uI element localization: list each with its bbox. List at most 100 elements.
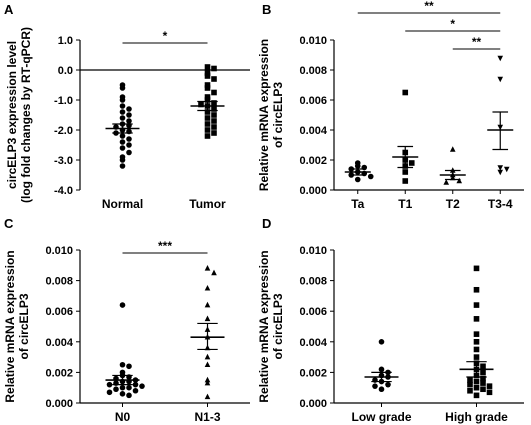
y-axis-title: of circELP3 bbox=[271, 82, 285, 148]
data-point bbox=[449, 146, 456, 152]
data-point bbox=[106, 381, 113, 388]
y-axis-title: of circELP3 bbox=[271, 293, 285, 359]
y-tick-label: -1.0 bbox=[54, 95, 73, 107]
category-label: N1-3 bbox=[194, 410, 220, 424]
y-tick-label: 0.010 bbox=[299, 245, 327, 257]
data-point bbox=[139, 383, 145, 389]
data-point bbox=[204, 376, 211, 383]
panel-d: 0.000 0.002 0.004 0.006 0.008 0.010 Relative m… bbox=[257, 245, 524, 424]
y-tick-label: 0.008 bbox=[299, 276, 327, 288]
data-point bbox=[198, 101, 204, 108]
data-point bbox=[473, 392, 480, 399]
category-label: Low grade bbox=[351, 410, 411, 424]
data-point bbox=[119, 103, 126, 109]
panel-label-c: C bbox=[4, 216, 14, 231]
y-tick-label: 0.002 bbox=[45, 367, 73, 379]
data-point bbox=[132, 387, 139, 394]
data-point bbox=[497, 165, 504, 171]
data-point bbox=[480, 363, 486, 370]
significance-label: ** bbox=[424, 0, 434, 13]
category-label: T3-4 bbox=[488, 197, 513, 211]
data-point bbox=[119, 109, 126, 115]
category-label: Tumor bbox=[189, 197, 226, 211]
data-point bbox=[204, 265, 211, 271]
data-point bbox=[473, 302, 480, 308]
data-point bbox=[204, 121, 211, 127]
data-point bbox=[211, 100, 217, 106]
data-point bbox=[126, 112, 132, 118]
data-point bbox=[497, 76, 504, 83]
y-tick-label: 0.006 bbox=[299, 306, 327, 318]
data-point bbox=[204, 85, 211, 91]
data-point bbox=[211, 112, 217, 118]
category-label: N0 bbox=[115, 410, 131, 424]
y-tick-label: -2.0 bbox=[54, 125, 73, 137]
y-tick-label: 1.0 bbox=[58, 35, 73, 47]
data-point bbox=[204, 361, 211, 368]
data-point bbox=[119, 97, 126, 103]
data-point bbox=[467, 387, 473, 394]
data-point bbox=[480, 369, 486, 376]
data-point bbox=[119, 85, 126, 91]
data-point bbox=[402, 169, 409, 175]
data-point bbox=[204, 109, 211, 115]
y-axis-title: Relative mRNA expression bbox=[257, 250, 271, 402]
data-point bbox=[126, 136, 132, 142]
data-point bbox=[456, 177, 463, 184]
data-point bbox=[113, 386, 119, 393]
data-point bbox=[211, 130, 217, 136]
data-point bbox=[473, 286, 480, 293]
data-point bbox=[126, 118, 132, 124]
significance-label: ** bbox=[472, 35, 482, 49]
y-axis-title: of circELP3 bbox=[17, 293, 31, 359]
y-tick-label: -3.0 bbox=[54, 155, 73, 167]
panel-label-b: B bbox=[262, 2, 271, 17]
data-point bbox=[119, 133, 126, 139]
data-point bbox=[204, 70, 211, 76]
data-point bbox=[204, 64, 211, 70]
category-label: High grade bbox=[445, 410, 508, 424]
data-point bbox=[402, 178, 409, 184]
data-point bbox=[211, 76, 217, 82]
category-label: T1 bbox=[398, 197, 412, 211]
data-point bbox=[132, 381, 139, 388]
data-point bbox=[211, 89, 217, 96]
data-point bbox=[204, 315, 211, 322]
data-point bbox=[473, 378, 480, 385]
data-point bbox=[211, 124, 217, 130]
data-point bbox=[354, 163, 361, 169]
data-point bbox=[119, 391, 126, 397]
data-point bbox=[211, 106, 217, 112]
data-point bbox=[126, 392, 132, 399]
data-point bbox=[204, 353, 211, 360]
data-point bbox=[126, 106, 132, 112]
data-point bbox=[378, 339, 385, 345]
data-point bbox=[204, 284, 211, 291]
data-point bbox=[372, 383, 378, 389]
y-tick-label: 0.000 bbox=[299, 185, 327, 197]
data-point bbox=[480, 375, 486, 382]
y-tick-label: 0.004 bbox=[299, 337, 327, 349]
panel-a: 1.0 0.0 -1.0 -2.0 -3.0 -4.0 circELP3 expressio… bbox=[5, 27, 250, 211]
panel-label-d: D bbox=[262, 216, 271, 231]
y-tick-label: 0.004 bbox=[45, 337, 73, 349]
data-point bbox=[408, 160, 415, 166]
data-point bbox=[443, 179, 450, 185]
y-tick-label: 0.008 bbox=[45, 276, 73, 288]
data-point bbox=[204, 379, 211, 386]
data-point bbox=[497, 169, 504, 176]
significance-label: *** bbox=[158, 239, 172, 253]
data-point bbox=[467, 381, 473, 388]
data-point bbox=[204, 133, 211, 139]
data-point bbox=[204, 82, 211, 88]
data-point bbox=[486, 383, 493, 389]
data-point bbox=[497, 55, 504, 62]
data-point bbox=[473, 346, 480, 353]
data-point bbox=[119, 302, 126, 308]
data-point bbox=[473, 384, 480, 391]
y-tick-label: 0.010 bbox=[299, 35, 327, 47]
data-point bbox=[486, 389, 493, 396]
y-tick-label: 0.000 bbox=[299, 398, 327, 410]
data-point bbox=[119, 384, 126, 391]
